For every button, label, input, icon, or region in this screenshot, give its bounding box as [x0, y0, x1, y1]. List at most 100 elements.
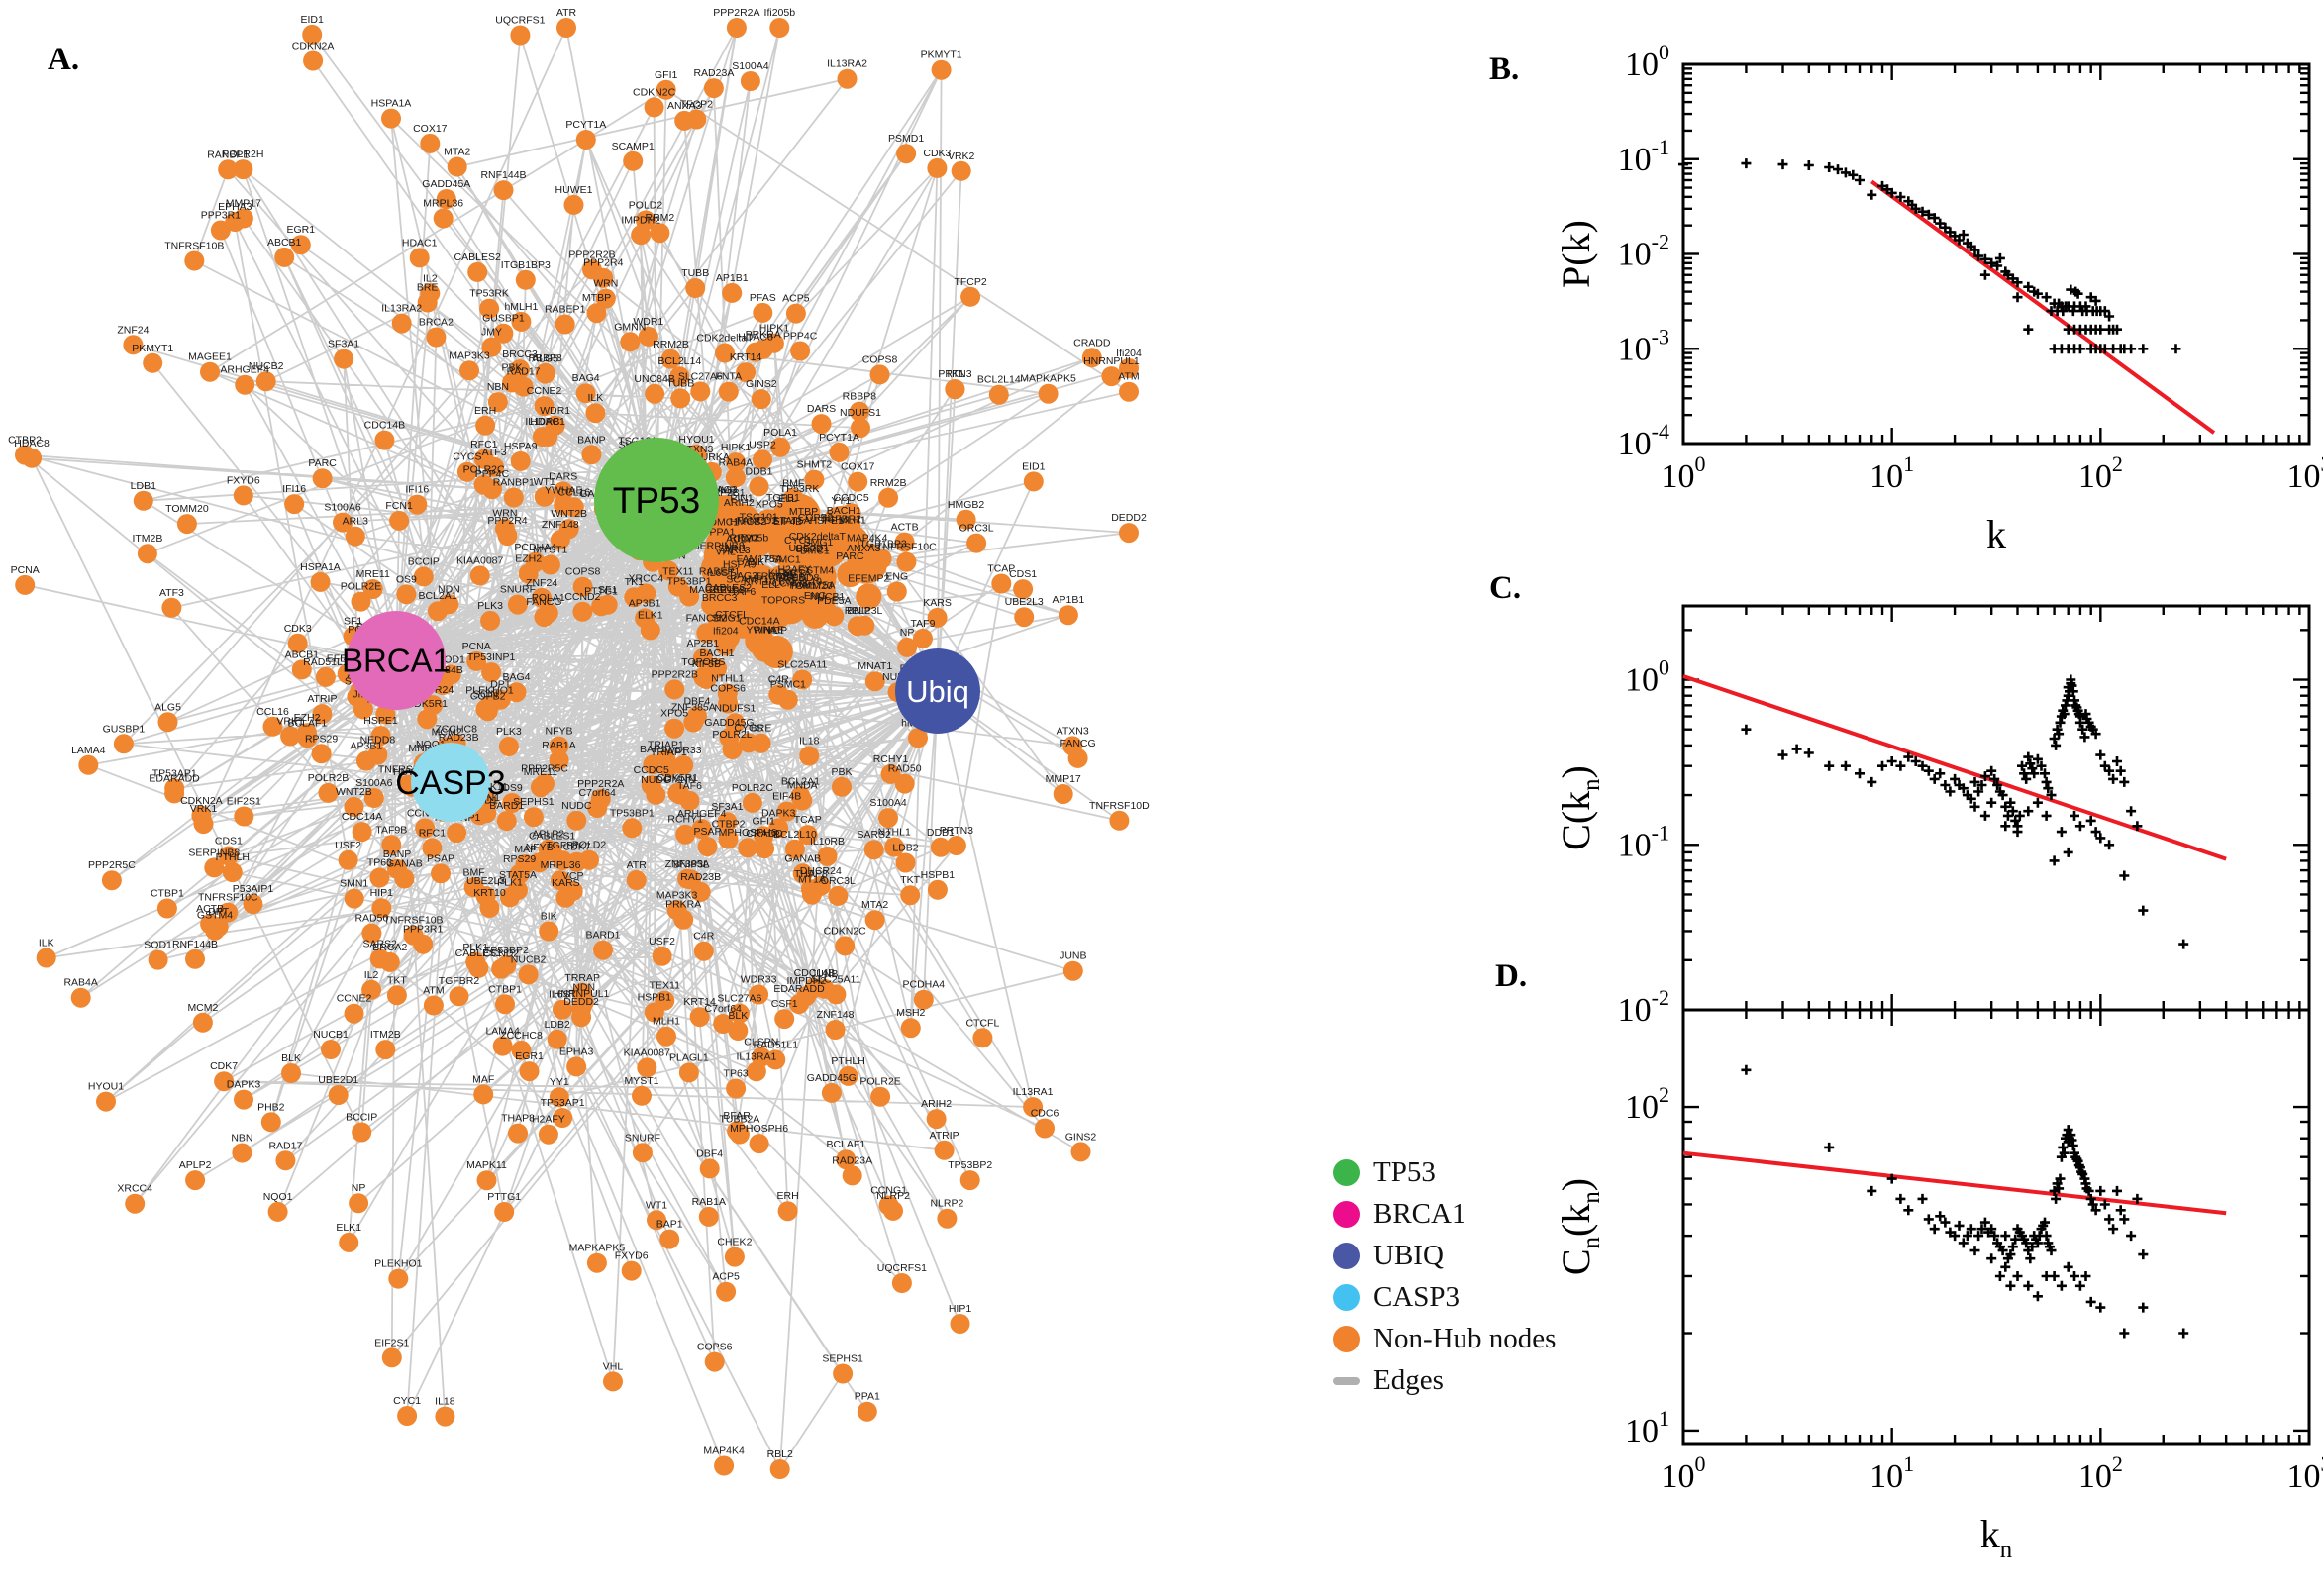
gene-label: THAP8 [794, 868, 828, 880]
network-node [502, 793, 523, 813]
network-node [519, 1061, 540, 1082]
network-node [506, 682, 527, 703]
gene-label: MRPL36 [541, 859, 581, 871]
network-node [804, 469, 825, 490]
gene-label: UBE2D1 [318, 1074, 358, 1086]
network-node [70, 987, 91, 1008]
network-node [884, 837, 905, 857]
gene-label: NTHL1 [711, 673, 744, 685]
gene-label: RCHY1 [873, 753, 909, 765]
gene-label: CDKN2C [824, 925, 867, 937]
network-node [243, 894, 263, 915]
gene-label: USP2 [749, 439, 776, 450]
gene-label: PCDHA4 [514, 542, 556, 553]
gene-label: BAG4 [502, 671, 530, 683]
gene-label: CDK7 [210, 1060, 238, 1072]
network-node [726, 452, 747, 473]
network-node [433, 208, 454, 229]
gene-label: HYOU1 [88, 1081, 124, 1093]
network-node [821, 1082, 842, 1103]
gene-label: RCHY1 [667, 814, 703, 826]
gene-label: PRTN3 [940, 825, 973, 837]
network-node [797, 825, 818, 846]
network-node [753, 302, 773, 323]
gene-label: TP53BP2 [484, 945, 529, 956]
network-node [587, 798, 608, 818]
gene-label: JMY [481, 327, 502, 339]
network-node [426, 327, 447, 348]
gene-label: ITGB1BP3 [501, 259, 551, 271]
network-node [553, 999, 572, 1020]
gene-label: BIK [748, 556, 764, 568]
network-node [776, 801, 797, 822]
gene-label: KIF5B [768, 567, 797, 579]
gene-label: LDB1 [131, 480, 156, 492]
gene-label: FANCG [1060, 738, 1096, 749]
tick-label-10e1: 101 [1869, 1451, 1914, 1495]
network-node [704, 1351, 725, 1372]
network-node [738, 838, 758, 858]
gene-label: BCCIP [408, 555, 440, 567]
network-node [523, 807, 544, 828]
gene-label: CTCFL [965, 1017, 999, 1029]
network-node [345, 526, 365, 547]
gene-label: POLA1 [763, 427, 797, 439]
network-node [864, 910, 885, 931]
gene-label: FANCD2 [737, 515, 778, 527]
gene-label: DMC1 [800, 545, 830, 556]
gene-label: AP3B1 [629, 597, 661, 609]
legend-item-0: TP53 [1333, 1156, 1556, 1189]
tick-label-10e1: 101 [1625, 1406, 1669, 1449]
gene-label: ITGB1BP3 [857, 539, 906, 550]
network-node [413, 566, 434, 587]
gene-label: POLD2 [629, 200, 663, 212]
gene-label: ZNF385A [665, 858, 710, 870]
gene-label: COPS6 [710, 683, 746, 695]
gene-label: BARD1 [489, 800, 524, 812]
gene-label: NDN [438, 583, 460, 595]
gene-label: MAF [514, 844, 536, 855]
network-node [518, 964, 539, 985]
gene-label: CLSPN [744, 1037, 778, 1048]
gene-label: SERPINB8 [188, 847, 240, 858]
gene-label: APLP2 [179, 1159, 212, 1171]
node-swatch-icon [1333, 1201, 1360, 1228]
gene-label: CTBP2 [8, 435, 42, 447]
gene-label: PPP3R1 [403, 924, 443, 936]
gene-label: TK1 [625, 576, 644, 588]
gene-label: ATR [556, 7, 577, 19]
gene-label: ENG [885, 571, 908, 583]
gene-label: HIPK1 [759, 323, 790, 335]
network-node [185, 1170, 206, 1191]
gene-label: FXYD6 [615, 1250, 649, 1262]
gene-label: LDB2 [892, 843, 918, 854]
gene-label: BCL2L10 [773, 829, 817, 841]
network-node [363, 788, 384, 808]
gene-label: NP [352, 1182, 366, 1194]
network-node [492, 1036, 513, 1056]
gene-label: APLP2 [532, 829, 564, 841]
fit-line [1870, 179, 2216, 435]
plot-panel-D: 100101102103102101knCn(kn) [1554, 1008, 2323, 1563]
gene-label: DAPK3 [227, 1079, 261, 1091]
network-node [333, 512, 353, 533]
network-node [422, 838, 443, 858]
network-node [125, 1193, 146, 1214]
network-node [863, 840, 884, 860]
gene-label: CCNE2 [337, 993, 372, 1005]
network-node [718, 693, 739, 714]
gene-label: ENG [804, 590, 827, 602]
gene-label: JUNB [1060, 950, 1086, 962]
network-node [148, 949, 168, 970]
gene-label: MT1A [798, 874, 826, 886]
network-node [255, 371, 276, 392]
axis-ticks [1681, 1010, 2311, 1444]
network-node [312, 704, 333, 725]
gene-label: CCDC5 [634, 764, 669, 776]
network-node [1070, 1142, 1091, 1162]
network-legend: TP53 BRCA1 UBIQ CASP3 Non-Hub nodes Edges [1333, 1156, 1556, 1397]
network-node [894, 532, 915, 552]
gene-label: KRT14 [730, 351, 762, 363]
data-points [1678, 158, 2181, 354]
gene-label: MTBP [789, 506, 818, 518]
